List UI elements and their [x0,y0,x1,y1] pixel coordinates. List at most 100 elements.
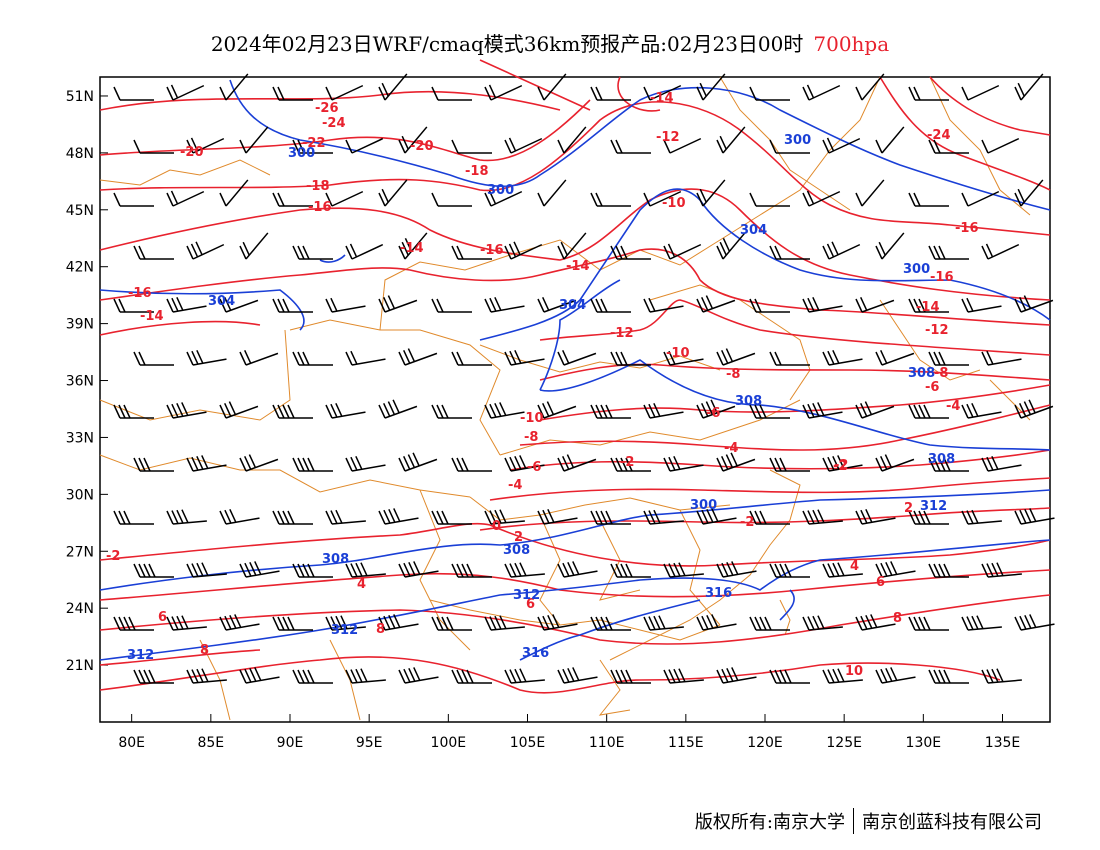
wind-barb [610,669,651,684]
wind-barb [557,349,597,366]
wind-barb [696,295,736,313]
wind-barb [113,616,154,631]
wind-barb [345,562,386,578]
wind-barb [113,404,154,419]
wind-barb [610,563,651,578]
temp-label: -16 [128,286,152,301]
height-label: 300 [690,498,717,513]
wind-barb [557,667,598,684]
x-tick-label: 95E [356,735,383,751]
temp-label: -24 [322,116,346,131]
wind-barb [451,563,492,578]
wind-barb [239,667,280,684]
border-line [539,514,561,626]
wind-barb [133,669,174,684]
x-tick-label: 100E [431,735,467,751]
temp-label: -14 [140,309,164,324]
y-tick-label: 33N [66,430,94,446]
temp-label: -2 [106,549,120,564]
wind-barb [557,126,587,154]
wind-barb [557,232,587,260]
isotherm [99,90,561,111]
temp-label: -4 [724,441,738,456]
wind-barb [113,298,154,313]
wind-barb [451,669,492,684]
wind-barb [504,455,545,472]
height-label: 308 [503,543,530,558]
temp-label: -8 [934,366,948,381]
wind-barb [981,350,1022,366]
wind-barb [981,243,1020,260]
height-label: 312 [127,648,154,663]
wind-barb [484,190,523,207]
wind-barb [643,402,684,419]
wind-barb [345,350,386,366]
wind-barb [875,667,916,684]
wind-barb [610,139,651,154]
wind-barb [928,669,969,684]
wind-barb [749,404,790,419]
wind-barb [431,616,472,631]
temp-label: -6 [706,406,720,421]
height-contour [229,79,1051,211]
y-tick-label: 24N [66,601,94,617]
wind-barb [219,73,249,101]
wind-barb [769,669,810,684]
isotherm [99,522,1051,567]
wind-barb [484,615,525,631]
height-label: 300 [903,262,930,277]
wind-barb [166,190,205,207]
wind-barb [272,192,313,207]
wind-barb [981,455,1022,472]
wind-barb [875,454,915,472]
wind-barb [345,668,386,684]
wind-barb [325,615,366,631]
wind-barb [378,399,418,419]
border-line [429,599,721,641]
y-tick-label: 36N [66,374,94,390]
wind-barb [239,561,280,578]
wind-barb [663,562,704,578]
wind-barb [802,402,843,419]
wind-barb [239,126,269,154]
height-label: 304 [740,223,767,238]
height-labels: 300 300 300 300 304 304 304 308 308 308 … [127,133,955,663]
map-title: 2024年02月23日WRF/cmaq模式36km预报产品:02月23日00时 7… [0,28,1100,57]
temp-label: -12 [656,130,680,145]
wind-barb [133,563,174,578]
temp-label: 2 [904,501,913,516]
border-line [289,319,501,456]
wind-barb [378,73,408,101]
temp-label: -12 [610,326,634,341]
wind-barb [822,349,863,366]
temp-label: -10 [520,411,544,426]
wind-barb [716,232,746,260]
wind-barb [961,615,1002,631]
border-line [609,469,801,661]
pressure-level: 700hpa [813,32,890,56]
wind-barb [749,86,790,101]
isotherm [99,649,261,666]
wind-barb [802,190,841,207]
border-line [499,399,801,456]
wind-barb [696,73,726,101]
isotherm [479,507,1051,531]
wind-barb [398,348,438,366]
height-label: 308 [322,552,349,567]
wind-barb [166,402,207,419]
temp-label: -16 [480,243,504,258]
isotherm [99,656,1001,694]
y-tick-label: 48N [66,146,94,162]
wind-barb [325,190,364,207]
wind-barb [875,349,915,366]
wind-barb [272,616,313,631]
wind-barb [802,84,841,101]
wind-barb [345,455,386,472]
y-tick-label: 27N [66,544,94,560]
wind-barb [590,86,631,101]
x-tick-label: 135E [985,735,1021,751]
border-line [599,76,881,271]
wind-barb [1014,508,1055,525]
temp-label: -10 [666,346,690,361]
height-label: 308 [928,452,955,467]
